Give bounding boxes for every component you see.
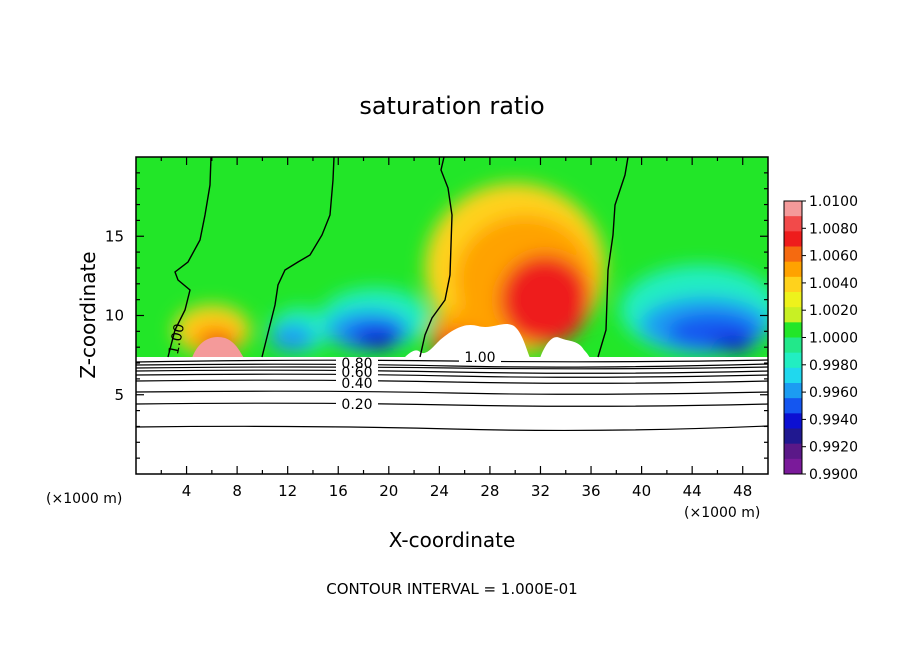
x-tick-label-20: 20 xyxy=(379,482,398,500)
plot-area: 1.00 1.00 0.80 0.60 0.40 0.20 4 8 12 16 20 24… xyxy=(105,156,769,500)
y-axis-label: Z-coordinate xyxy=(76,251,100,378)
colorbar-cell xyxy=(784,246,802,263)
colorbar-cell xyxy=(784,458,802,475)
colorbar-cell xyxy=(784,367,802,384)
colorbar-cell xyxy=(784,443,802,460)
x-tick-label-40: 40 xyxy=(632,482,651,500)
x-axis-tick-labels: 4 8 12 16 20 24 28 32 36 40 44 48 xyxy=(182,482,752,500)
y-axis-ticks xyxy=(136,172,768,459)
colorbar-cell xyxy=(784,413,802,429)
saturation-field xyxy=(136,157,768,357)
contour-label-1.00-left: 1.00 xyxy=(166,322,188,356)
colorbar-cell xyxy=(784,428,802,445)
contour-labels: 1.00 1.00 0.80 0.60 0.40 0.20 xyxy=(166,322,501,413)
colorbar-label: 1.0000 xyxy=(809,331,858,347)
colorbar-cell xyxy=(784,261,802,278)
colorbar-cell xyxy=(784,398,802,414)
colorbar-cell xyxy=(784,352,802,369)
y-tick-label-10: 10 xyxy=(105,307,124,325)
x-tick-label-12: 12 xyxy=(278,482,297,500)
saturation-line-2 xyxy=(261,156,335,358)
x-axis-ticks xyxy=(160,157,744,474)
colorbar-label: 1.0020 xyxy=(809,303,858,319)
x-tick-label-28: 28 xyxy=(480,482,499,500)
contour-0.4 xyxy=(135,379,769,384)
x-tick-label-16: 16 xyxy=(329,482,348,500)
chart-title: saturation ratio xyxy=(359,92,544,120)
light-blue-zone-3 xyxy=(270,324,314,352)
saturation-lines xyxy=(167,156,629,358)
y-axis-tick-labels: 5 10 15 xyxy=(105,227,124,404)
contour-0.7 xyxy=(135,366,769,370)
left-plume-light xyxy=(192,337,244,357)
x-tick-label-36: 36 xyxy=(581,482,600,500)
contour-label-0.20: 0.20 xyxy=(341,397,372,413)
contour-label-0.80: 0.80 xyxy=(341,356,372,372)
contour-label-bg-0.40 xyxy=(336,377,378,389)
cloud-cap xyxy=(405,324,530,357)
x-tick-label-44: 44 xyxy=(683,482,702,500)
colorbar-cell xyxy=(784,231,802,247)
dark-blue-zone-2 xyxy=(710,336,754,352)
saturation-line-4 xyxy=(597,156,629,358)
contour-0.2 xyxy=(135,402,769,407)
z-unit-label: (×1000 m) xyxy=(46,491,122,507)
contour-lines xyxy=(135,359,769,432)
x-tick-label-4: 4 xyxy=(182,482,192,500)
colorbar-label: 0.9900 xyxy=(809,467,858,483)
contour-interval-note: CONTOUR INTERVAL = 1.000E-01 xyxy=(326,580,577,598)
contour-label-bg-1.00-mid xyxy=(459,350,501,364)
colorbar-cell xyxy=(784,292,802,308)
saturation-line-1 xyxy=(167,156,212,358)
colorbar-label: 0.9940 xyxy=(809,412,858,428)
x-tick-label-8: 8 xyxy=(232,482,242,500)
colorbar-cell xyxy=(784,216,802,232)
colorbar-cells xyxy=(784,201,802,475)
colorbar-label: 1.0040 xyxy=(809,276,858,292)
x-tick-label-24: 24 xyxy=(430,482,449,500)
saturation-line-3 xyxy=(419,156,453,358)
colorbar-cell xyxy=(784,322,802,338)
x-unit-label: (×1000 m) xyxy=(684,505,760,521)
cloud-cap-right xyxy=(540,337,590,357)
colorbar-cell xyxy=(784,276,802,293)
contour-0.1 xyxy=(135,425,769,432)
contour-0.8 xyxy=(135,363,769,368)
plume-red xyxy=(500,255,590,345)
contour-0.3 xyxy=(135,390,769,395)
colorbar-label: 0.9920 xyxy=(809,440,858,456)
colorbar-label: 0.9960 xyxy=(809,385,858,401)
contour-label-bg-0.80 xyxy=(336,357,378,377)
contour-label-1.00-mid: 1.00 xyxy=(464,350,495,366)
y-tick-label-5: 5 xyxy=(114,386,124,404)
dark-blue-zone-1 xyxy=(358,331,398,349)
y-tick-label-15: 15 xyxy=(105,227,124,245)
colorbar-labels: 1.0100 1.0080 1.0060 1.0040 1.0020 1.0000 0.99… xyxy=(809,194,858,483)
colorbar: 1.0100 1.0080 1.0060 1.0040 1.0020 1.0000 0.99… xyxy=(783,194,858,483)
contour-0.6 xyxy=(135,369,769,374)
colorbar-cell xyxy=(784,307,802,323)
colorbar-label: 0.9980 xyxy=(809,358,858,374)
contour-label-0.40: 0.40 xyxy=(341,376,372,392)
contour-0.5 xyxy=(135,373,769,378)
contour-0.9 xyxy=(135,359,769,363)
colorbar-label: 1.0080 xyxy=(809,221,858,237)
x-tick-label-32: 32 xyxy=(531,482,550,500)
x-axis-label: X-coordinate xyxy=(389,528,516,552)
colorbar-cell xyxy=(784,337,802,354)
colorbar-label: 1.0060 xyxy=(809,249,858,265)
x-tick-label-48: 48 xyxy=(733,482,752,500)
colorbar-ticks xyxy=(802,200,806,475)
colorbar-label: 1.0100 xyxy=(809,194,858,210)
colorbar-cell xyxy=(784,201,802,217)
colorbar-cell xyxy=(784,383,802,399)
contour-label-bg-0.20 xyxy=(336,397,378,411)
